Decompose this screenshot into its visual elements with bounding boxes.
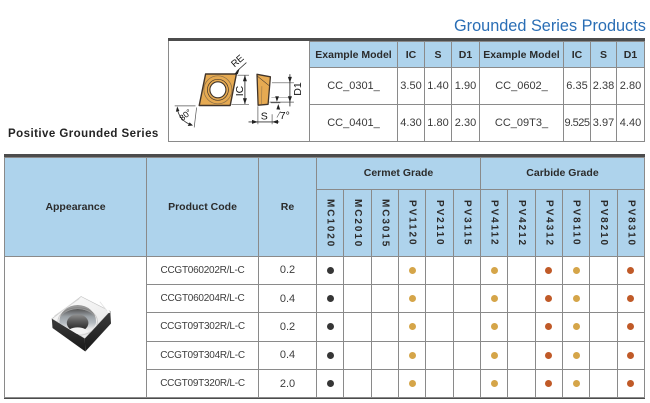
svg-text:RE: RE [229, 53, 246, 70]
svg-text:IC: IC [234, 85, 246, 96]
svg-text:D1: D1 [292, 82, 304, 96]
svg-text:S: S [261, 111, 268, 123]
svg-text:7°: 7° [280, 110, 290, 122]
svg-text:80°: 80° [177, 107, 193, 123]
